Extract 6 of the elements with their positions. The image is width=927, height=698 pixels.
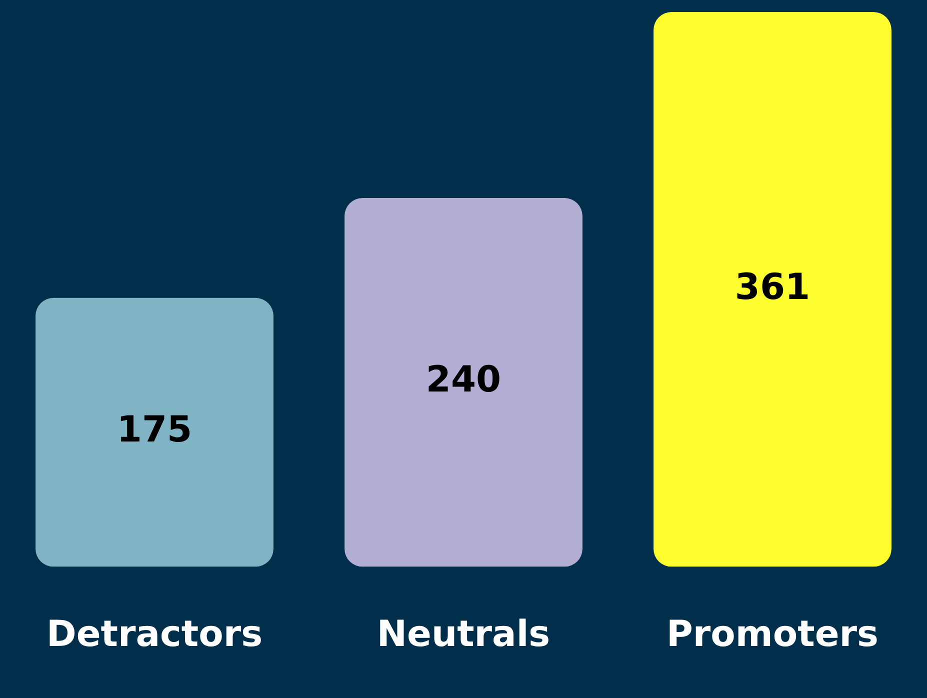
data-label: 361: [734, 266, 810, 308]
x-tick-label: Promoters: [666, 614, 878, 655]
x-tick-label: Neutrals: [376, 614, 550, 655]
data-label: 175: [116, 410, 192, 451]
data-label: 240: [426, 360, 502, 401]
x-tick-label: Detractors: [46, 614, 263, 655]
